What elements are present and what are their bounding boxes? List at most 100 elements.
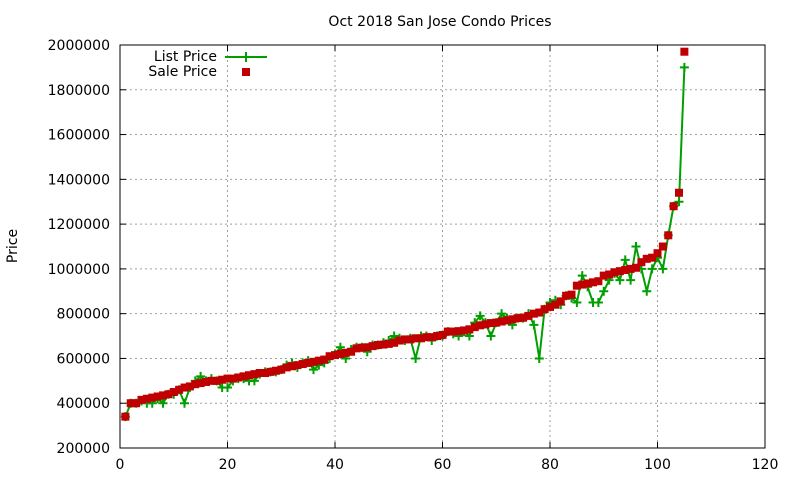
sale-price-point [648, 253, 657, 262]
sale-price-point [347, 347, 356, 356]
sale-price-point [546, 302, 554, 311]
y-tick-label: 1400000 [48, 172, 110, 188]
x-tick-label: 20 [219, 457, 237, 473]
y-tick-label: 400000 [57, 396, 110, 412]
sale-price-point [234, 373, 243, 382]
sale-price-point [314, 356, 323, 365]
sale-price-point [352, 344, 361, 353]
sale-price-point [519, 313, 528, 322]
axes: 0 20 40 60 80 100 120 200000 400000 600000 800000 1… [48, 38, 779, 473]
legend-marker-list-price [241, 52, 251, 62]
legend-marker-sale-price [242, 68, 250, 76]
list-price-point [615, 275, 625, 285]
sale-price-point [449, 327, 458, 336]
sale-price-point [460, 326, 468, 335]
sale-price-point [126, 399, 135, 408]
sale-price-point [626, 264, 635, 273]
sale-price-point [524, 311, 533, 320]
list-price-point [572, 297, 582, 307]
sale-price-point [572, 281, 581, 290]
sale-price-point [605, 270, 614, 279]
x-tick-label: 60 [434, 457, 452, 473]
sale-price-point [476, 321, 485, 330]
sale-price-point [196, 379, 205, 388]
x-tick-label: 80 [541, 457, 559, 473]
list-price-point [180, 398, 189, 408]
sale-price-point [336, 349, 345, 358]
list-price-point [631, 242, 641, 251]
sale-price-point [320, 355, 329, 364]
sale-price-point [266, 367, 275, 376]
grid [120, 45, 765, 448]
sale-price-point [175, 385, 184, 394]
sale-price-point [400, 335, 409, 344]
list-price-point [647, 264, 657, 274]
y-tick-label: 200000 [57, 441, 110, 457]
sale-price-point [153, 392, 162, 401]
sale-price-point [384, 339, 393, 348]
x-tick-label: 120 [752, 457, 779, 473]
chart-title: Oct 2018 San Jose Condo Prices [328, 14, 551, 30]
sale-price-point [288, 362, 296, 371]
sale-price-point [331, 351, 339, 360]
sale-price-point [132, 399, 141, 408]
list-price-line [124, 67, 686, 418]
sale-price-point [497, 317, 506, 326]
sale-price-point [637, 258, 646, 267]
list-price-point [475, 311, 485, 321]
sale-price-point [212, 376, 221, 385]
sale-price-point [325, 352, 334, 361]
sale-price-point [610, 268, 619, 277]
list-price-point [658, 264, 668, 274]
sale-price-point [282, 363, 291, 372]
sale-price-point [239, 372, 248, 381]
list-price-point [577, 271, 587, 281]
sale-price-point [599, 271, 608, 280]
sale-price-point [540, 305, 549, 314]
list-price-point [158, 398, 168, 408]
sale-price-point [470, 323, 479, 332]
sale-price-point [261, 368, 270, 377]
list-price-point [529, 320, 539, 330]
series [120, 47, 689, 422]
sale-price-point [379, 340, 388, 349]
sale-price-point [298, 360, 307, 369]
sale-price-point [556, 297, 565, 306]
list-price-point [411, 353, 421, 363]
sale-price-point [169, 388, 178, 397]
sale-price-point [121, 412, 130, 421]
list-price-point [593, 297, 603, 307]
sale-price-point [486, 319, 495, 328]
sale-price-point [374, 341, 382, 350]
sale-price-point [304, 358, 313, 367]
y-tick-label: 1000000 [48, 262, 110, 278]
list-price-point [679, 62, 689, 72]
sale-price-point [594, 277, 603, 286]
sale-price-point [529, 309, 538, 318]
sale-price-point [492, 318, 501, 327]
sale-price-point [309, 357, 318, 366]
sale-price-point [245, 371, 253, 380]
sale-price-point [341, 348, 350, 357]
sale-price-point [417, 334, 425, 343]
sale-price-point [503, 316, 511, 325]
sale-price-point [481, 320, 490, 329]
series-list-price [120, 62, 689, 422]
legend-label-sale-price: Sale Price [148, 64, 217, 80]
sale-price-point [180, 383, 189, 392]
sale-price-point [438, 330, 447, 339]
list-price-point [620, 255, 630, 265]
sale-price-point [632, 263, 640, 272]
list-price-point [642, 286, 652, 296]
sale-price-point [535, 308, 544, 317]
sale-price-point [513, 314, 522, 323]
sale-price-point [562, 291, 571, 300]
list-price-point [599, 286, 609, 296]
list-price-point [223, 383, 232, 393]
sale-price-point [255, 368, 264, 377]
sale-price-point [218, 375, 227, 384]
sale-price-point [159, 391, 167, 400]
y-tick-label: 1800000 [48, 83, 110, 99]
sale-price-point [551, 300, 560, 309]
sale-price-point [185, 382, 194, 391]
